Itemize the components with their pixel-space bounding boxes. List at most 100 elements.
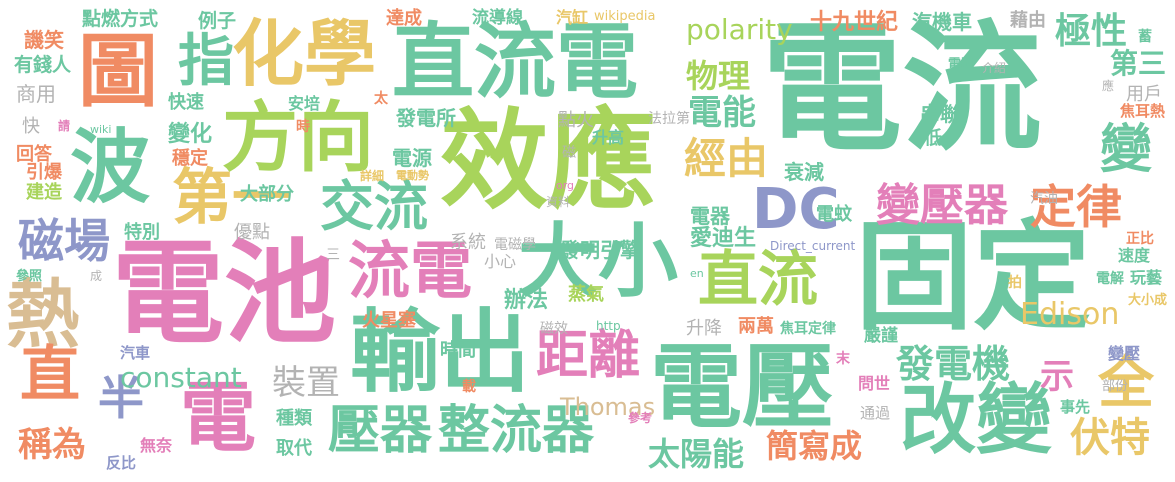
word-w67: 穩定 [172,148,208,169]
word-w71: 發電所 [396,106,456,130]
word-w114: Direct_current [770,239,856,253]
word-w43: 太陽能 [648,435,745,473]
word-w26: 直 [20,340,80,410]
word-w95: 取代 [276,438,312,459]
word-w52: 點燃方式 [82,8,159,30]
word-w99: 嚴謹 [864,326,898,346]
word-w23: 整流器 [438,401,595,461]
word-w79: 用戶 [1126,84,1162,105]
word-w2: 效應 [440,99,657,224]
word-w81: 電器 [690,204,730,228]
word-w29: 伏特 [1070,415,1150,461]
word-w47: 示 [1040,357,1074,397]
word-w121: 電動勢 [396,169,429,182]
word-w100: 問世 [858,374,891,393]
word-w132: 拍 [1008,275,1022,291]
word-w37: 物理 [686,57,751,95]
word-w61: 快 [22,116,40,137]
word-w106: 正比 [1126,231,1154,247]
word-w32: 經由 [684,134,769,183]
word-w94: 種類 [276,408,312,429]
word-w54: 達成 [386,8,422,29]
word-w34: 極性 [1055,11,1128,52]
word-w98: 反比 [106,454,137,472]
word-w25: 磁場 [18,214,110,268]
word-w93: 焦耳定律 [780,321,836,337]
word-w1: 電流 [762,8,1043,171]
word-w109: 大小成 [1128,293,1168,308]
word-w63: 引爆 [26,162,62,183]
word-w86: 小心 [484,252,517,271]
word-w53: 例子 [198,10,237,32]
word-w104: 變壓 [1108,344,1141,363]
word-w115: wiki [90,123,112,136]
word-w66: 變化 [168,122,213,147]
word-w45: 裝置 [272,363,340,403]
word-w119: 資料 [546,195,571,209]
word-w91: 升降 [686,318,722,339]
word-w58: 譏笑 [24,28,64,52]
word-w84: 電磁學 [494,237,536,253]
word-w73: 點火 [558,110,594,131]
word-w105: 電解 [1096,271,1124,287]
word-w96: 汽車 [120,344,151,362]
word-w50: 汽機車 [912,10,972,34]
word-w85: 發明引擎 [560,238,640,262]
word-w41: Edison [1020,297,1120,332]
word-w69: 特別 [124,222,160,243]
word-w13: 圖 [78,25,158,118]
word-w87: 辦法 [504,288,549,313]
word-w77: 安培 [288,94,321,113]
word-w117: en [690,267,704,280]
word-w97: 無奈 [140,436,173,455]
word-w19: 交流 [320,175,428,238]
word-w116: http [596,319,621,333]
word-w135: 磁 [562,145,576,161]
word-w89: 火星塞 [362,310,416,331]
word-w134: 應 [1102,79,1115,93]
word-w15: 電 [180,373,256,462]
word-w55: 流導線 [472,8,523,28]
word-w39: 發電機 [896,342,1011,386]
word-w57: wikipedia [594,9,656,24]
word-w4: 直流電 [392,15,639,110]
word-w83: 系統 [450,232,486,253]
word-w70: 優點 [234,222,270,243]
word-w129: 請 [58,119,71,133]
word-w6: 電壓 [650,334,835,441]
word-w102: 事先 [1060,398,1091,416]
word-w113: 介紹 [982,61,1007,75]
word-w17: 直流 [698,245,818,315]
word-w78: 串聯 [920,102,960,126]
word-w5: 固定 [855,208,1092,346]
word-w110: 汽油 [1030,191,1058,207]
word-w22: 壓器 [328,401,433,461]
word-w40: constant [120,361,242,394]
word-w127: 時 [296,119,310,135]
word-w28: 全 [1098,351,1154,416]
word-w46: 稱為 [18,425,86,465]
word-w92: 兩萬 [738,316,774,337]
word-w130: 末 [836,351,850,367]
word-w65: 快速 [168,92,204,113]
word-w42: Thomas [560,393,656,421]
word-w90: 時間 [440,340,476,361]
word-w107: 速度 [1118,246,1151,265]
word-w74: 升高 [592,128,625,147]
word-w126: 三 [326,247,340,263]
word-w75: 法拉第 [648,111,690,127]
word-w76: 衰減 [784,160,824,184]
word-w51: 藉由 [1010,10,1046,31]
word-w101: 通過 [860,404,891,422]
word-w131: 載 [462,379,476,395]
word-w49: 十九世紀 [810,10,899,35]
word-w122: 磁效 [540,321,568,337]
word-w31: 定律 [1030,180,1122,234]
word-w8: 方向 [222,93,374,182]
word-w38: polarity [686,13,793,46]
word-w11: 改變 [900,375,1052,464]
word-w14: 熱 [6,272,80,358]
word-w64: 建造 [26,182,62,203]
word-w68: 大部分 [240,184,294,205]
word-w44: 簡寫成 [766,427,863,465]
